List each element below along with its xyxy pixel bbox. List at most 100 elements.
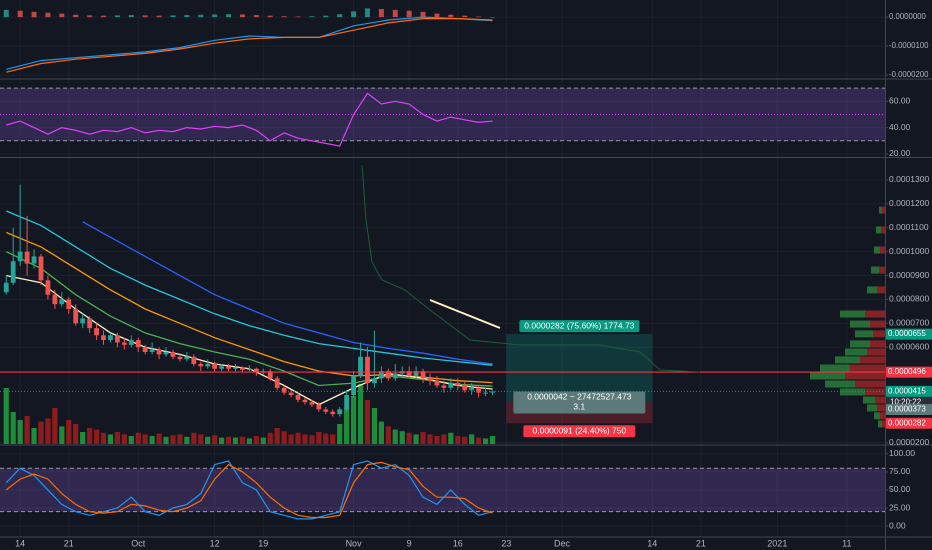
stop-price-label: 0.0000282: [888, 418, 926, 427]
y-tick-label: 0.0001200: [889, 198, 929, 208]
profile-down: [877, 286, 885, 294]
indicator-line: [6, 210, 493, 366]
profile-down: [877, 404, 885, 412]
entry-label: 0.0000042 ~ 27472527.473: [527, 392, 632, 402]
candle-body: [246, 368, 252, 370]
histogram-bar: [267, 15, 273, 18]
histogram-bar: [45, 12, 51, 18]
volume-bar: [184, 436, 190, 444]
candle-body: [94, 328, 99, 336]
volume-bar: [128, 436, 134, 444]
last-price-label: 0.0000415: [888, 387, 926, 396]
target-price-label-box: [886, 328, 932, 340]
candle-body: [191, 356, 197, 364]
x-tick-label: 12: [210, 538, 220, 548]
histogram-bar: [17, 10, 23, 18]
y-tick-label: 60.00: [889, 96, 911, 106]
volume-bar: [225, 436, 232, 444]
volume-bar: [309, 435, 315, 444]
volume-bar: [448, 432, 454, 444]
profile-down: [867, 348, 885, 356]
volume-bar: [330, 434, 336, 444]
volume-bar: [385, 426, 391, 444]
stop-label: 0.0000091 (24.40%) 750: [533, 425, 627, 435]
histogram-bar: [309, 16, 315, 18]
volume-bar: [121, 434, 127, 444]
volume-bar: [371, 408, 378, 444]
profile-up: [867, 404, 877, 412]
candle-body: [114, 335, 120, 343]
volume-bar: [378, 421, 384, 444]
volume-bar: [295, 432, 301, 444]
volume-bar: [281, 431, 287, 444]
candle-body: [45, 280, 51, 295]
histogram-bar: [31, 11, 37, 18]
profile-up: [878, 420, 882, 428]
candle-body: [121, 342, 127, 345]
candle-body: [281, 387, 287, 393]
y-tick-label: 75.00: [889, 466, 911, 476]
indicator-line: [6, 92, 493, 147]
candle-body: [267, 371, 273, 379]
indicator-line: [5, 461, 493, 519]
profile-down: [875, 396, 885, 404]
candle-body: [309, 402, 315, 405]
candle-body: [59, 299, 65, 305]
y-tick-label: 0.0000800: [889, 294, 929, 304]
candle-body: [66, 299, 72, 310]
histogram-bar: [434, 13, 440, 18]
volume-bar: [469, 434, 475, 444]
profile-down: [865, 310, 885, 318]
profile-up: [879, 206, 882, 214]
x-tick-label: 19: [258, 538, 268, 548]
profile-up: [820, 364, 850, 372]
profile-down: [865, 388, 885, 396]
candle-body: [302, 399, 308, 403]
candle-body: [170, 352, 176, 357]
profile-up: [863, 396, 875, 404]
candle-body: [149, 349, 155, 353]
volume-bar: [59, 426, 65, 444]
candle-body: [219, 366, 224, 369]
volume-bar: [191, 432, 197, 444]
volume-bar: [205, 436, 211, 444]
histogram-bar: [73, 14, 79, 18]
histogram-bar: [351, 11, 357, 18]
candle-body: [344, 395, 350, 410]
candle-body: [253, 368, 259, 373]
candle-body: [462, 385, 468, 391]
x-tick-label: 2021: [767, 538, 787, 548]
histogram-bar: [226, 14, 232, 18]
candle-body: [205, 363, 211, 367]
volume-bar: [163, 436, 169, 444]
band: [0, 468, 885, 512]
volume-bar: [274, 428, 280, 444]
volume-bar: [198, 434, 204, 444]
candle-body: [337, 409, 343, 415]
x-tick-label: 11: [842, 538, 851, 548]
profile-down: [882, 206, 885, 214]
histogram-bar: [476, 16, 482, 18]
histogram-bar: [87, 15, 93, 18]
volume-bar: [232, 437, 239, 444]
volume-bar: [344, 408, 350, 444]
profile-up: [850, 320, 870, 328]
profile-down: [855, 380, 885, 388]
volume-bar: [73, 424, 79, 444]
volume-bar: [399, 431, 405, 444]
candle-body: [455, 383, 461, 386]
candle-body: [212, 363, 218, 369]
volume-bar: [489, 436, 496, 444]
histogram-bar: [378, 8, 384, 18]
candle-body: [372, 378, 377, 384]
candle-body: [135, 340, 141, 348]
trend-line[interactable]: [429, 299, 501, 329]
candle-body: [38, 256, 44, 281]
x-tick-label: 9: [407, 538, 412, 548]
volume-bar: [45, 418, 51, 444]
candle-body: [128, 340, 134, 345]
candle-body: [226, 366, 231, 369]
profile-up: [876, 226, 881, 234]
candle-body: [476, 387, 482, 393]
